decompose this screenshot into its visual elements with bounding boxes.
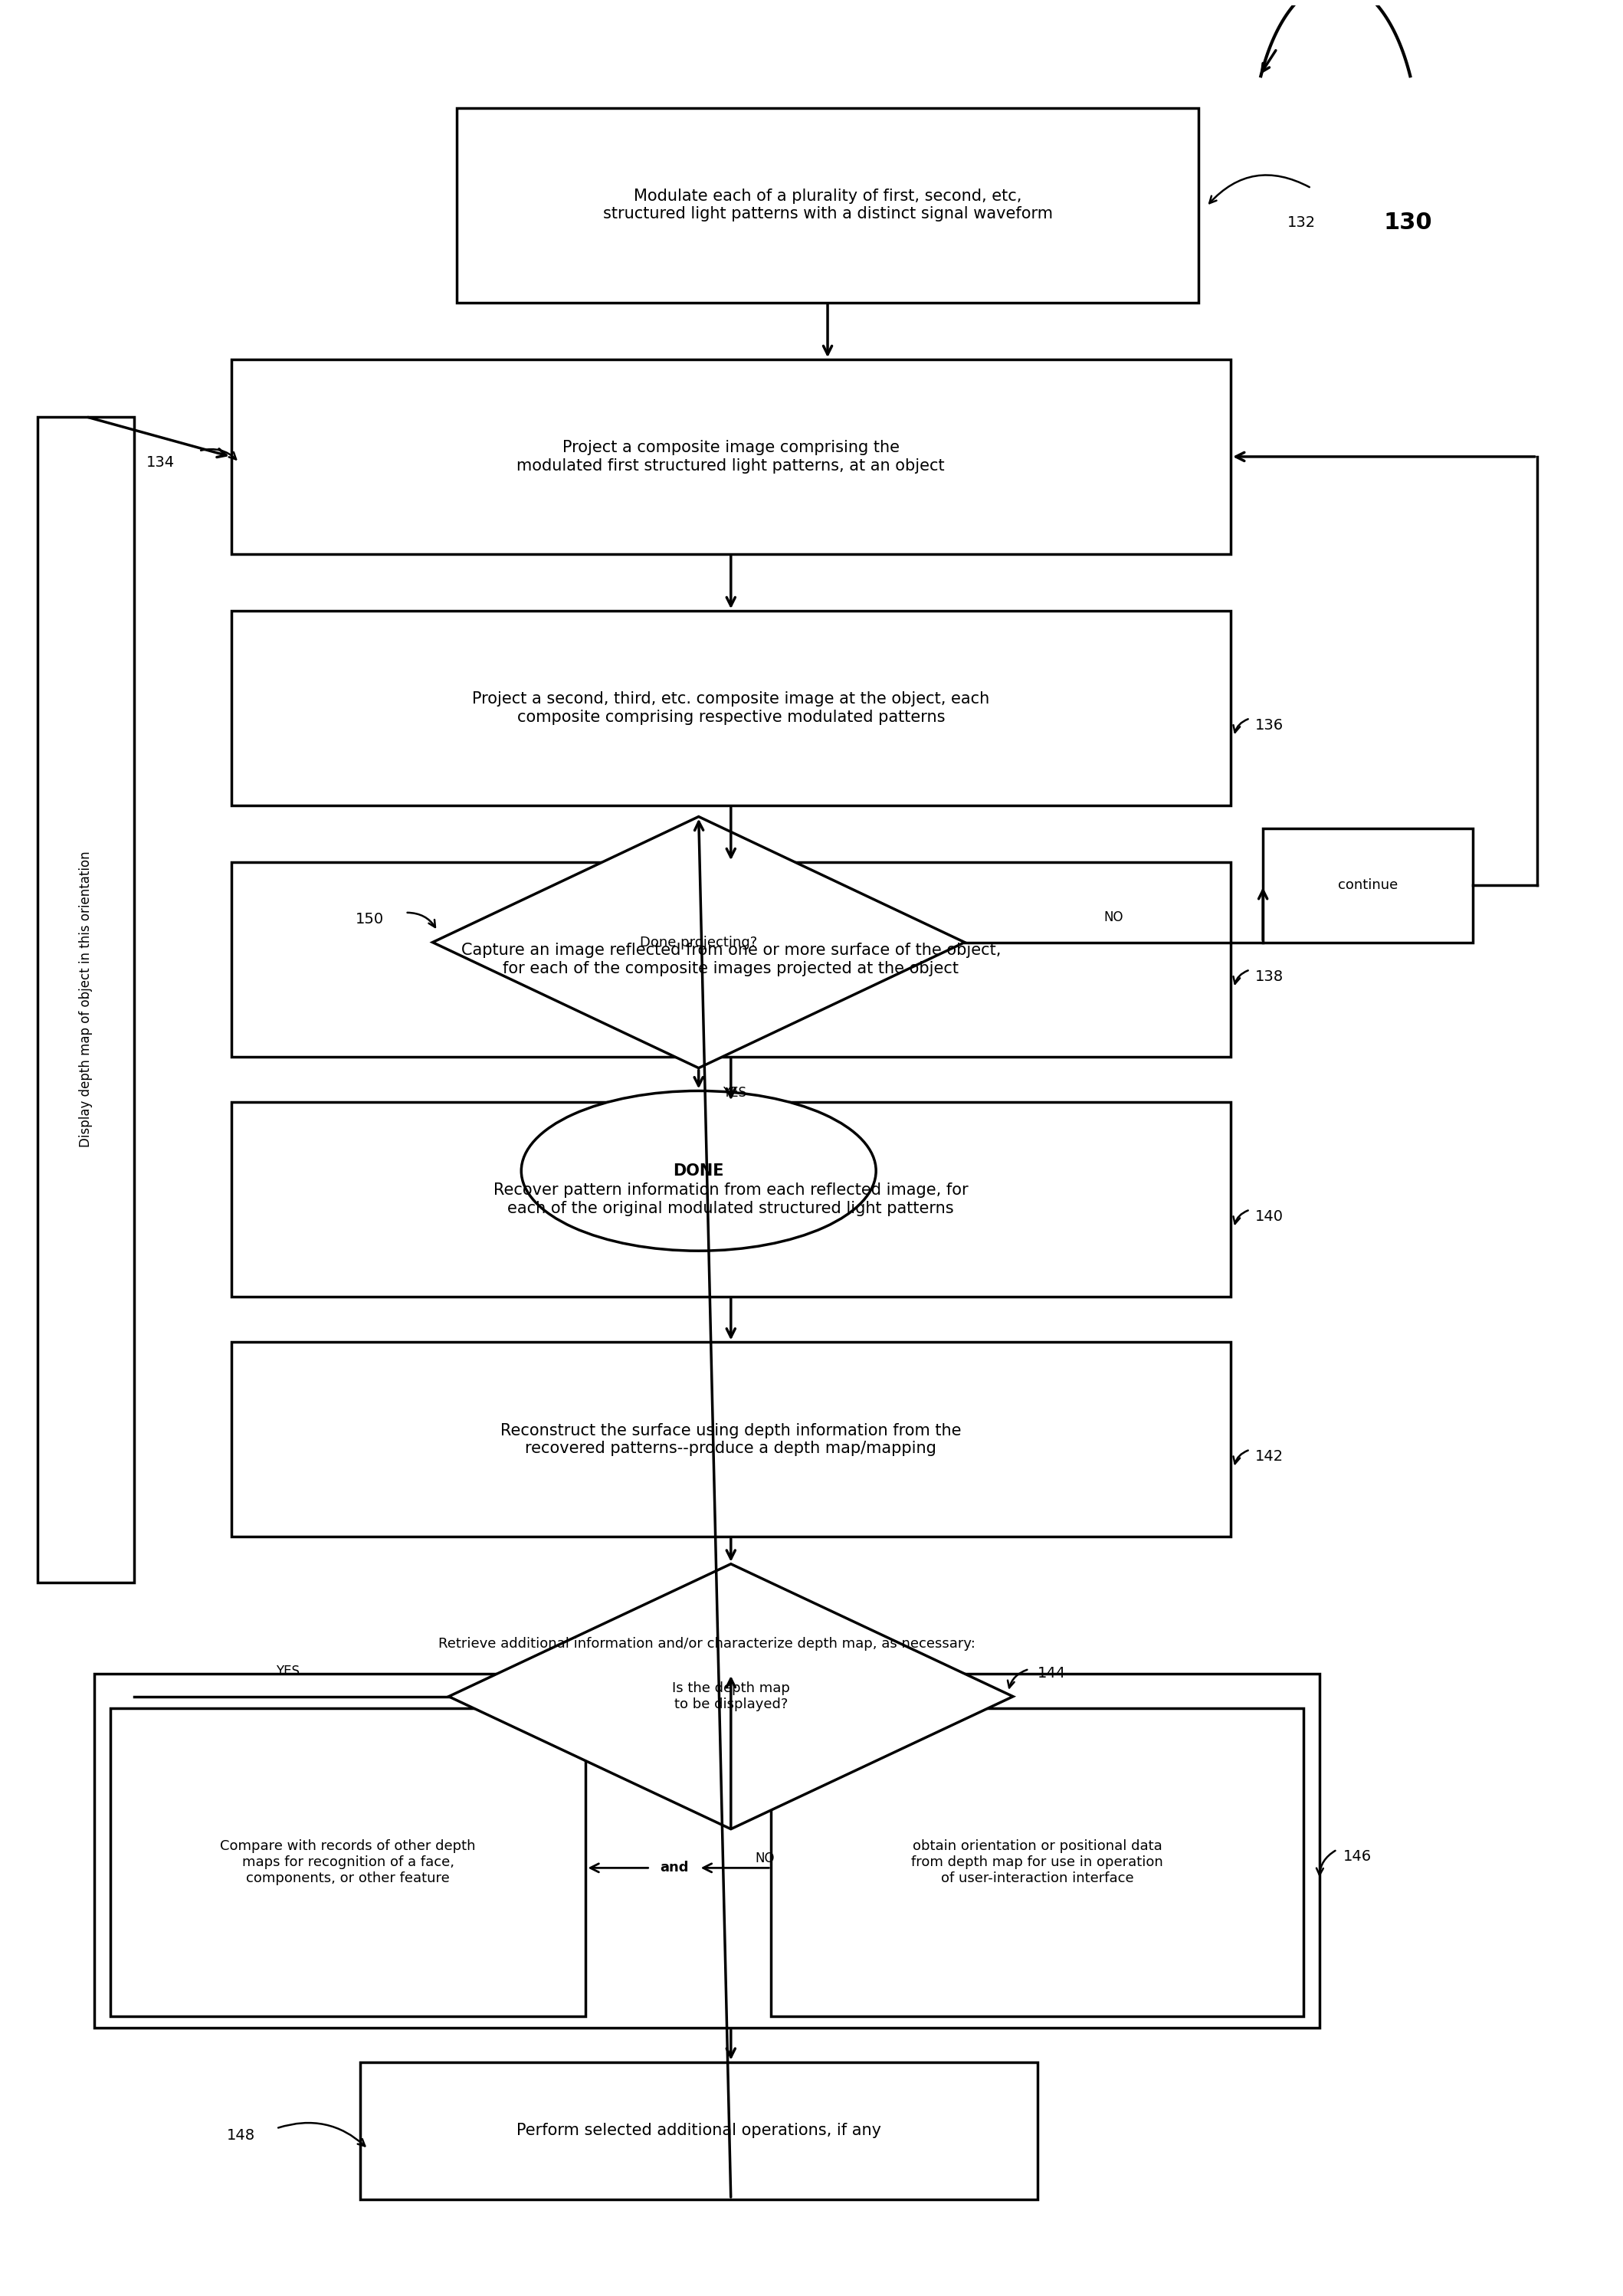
Text: Reconstruct the surface using depth information from the
recovered patterns--pro: Reconstruct the surface using depth info… [500,1424,961,1456]
Text: Perform selected additional operations, if any: Perform selected additional operations, … [516,2124,881,2138]
Text: Done projecting?: Done projecting? [639,934,758,948]
Text: 150: 150 [355,912,385,928]
Text: 134: 134 [146,455,175,471]
Text: Capture an image reflected from one or more surface of the object,
for each of t: Capture an image reflected from one or m… [461,944,1001,976]
Text: Is the depth map
to be displayed?: Is the depth map to be displayed? [672,1681,790,1711]
Text: Retrieve additional information and/or characterize depth map, as necessary:: Retrieve additional information and/or c… [438,1637,975,1651]
Text: 144: 144 [1037,1667,1066,1681]
Bar [230,1102,1230,1297]
Text: YES: YES [722,1086,747,1100]
Bar [94,1674,1319,2027]
Polygon shape [433,817,964,1068]
Text: 138: 138 [1255,969,1284,985]
Bar [360,2062,1037,2200]
Bar [37,416,135,1582]
Text: continue: continue [1337,879,1397,893]
Text: Recover pattern information from each reflected image, for
each of the original : Recover pattern information from each re… [493,1182,969,1217]
Text: Compare with records of other depth
maps for recognition of a face,
components, : Compare with records of other depth maps… [221,1839,476,1885]
Text: 130: 130 [1384,211,1433,234]
Bar [230,863,1230,1056]
Bar [230,1343,1230,1536]
Text: DONE: DONE [674,1164,724,1178]
Bar [230,611,1230,806]
Bar [230,360,1230,553]
Text: obtain orientation or positional data
from depth map for use in operation
of use: obtain orientation or positional data fr… [911,1839,1164,1885]
Text: 142: 142 [1255,1449,1284,1465]
Text: 146: 146 [1344,1848,1371,1864]
Text: Project a second, third, etc. composite image at the object, each
composite comp: Project a second, third, etc. composite … [472,691,990,726]
Text: 148: 148 [227,2128,255,2142]
Text: NO: NO [1104,909,1123,923]
Text: Display depth map of object in this orientation: Display depth map of object in this orie… [80,852,93,1148]
Text: NO: NO [755,1853,774,1867]
Bar [110,1708,586,2016]
Ellipse shape [521,1091,876,1251]
Text: Modulate each of a plurality of first, second, etc,
structured light patterns wi: Modulate each of a plurality of first, s… [602,188,1053,223]
Text: YES: YES [276,1665,299,1678]
Bar [771,1708,1303,2016]
Polygon shape [448,1564,1013,1830]
Text: 136: 136 [1255,719,1284,732]
Text: Project a composite image comprising the
modulated first structured light patter: Project a composite image comprising the… [516,441,945,473]
Bar [1263,829,1472,941]
Bar [456,108,1198,303]
Text: 140: 140 [1255,1210,1284,1224]
Text: and: and [661,1862,688,1876]
Text: 132: 132 [1287,216,1316,230]
